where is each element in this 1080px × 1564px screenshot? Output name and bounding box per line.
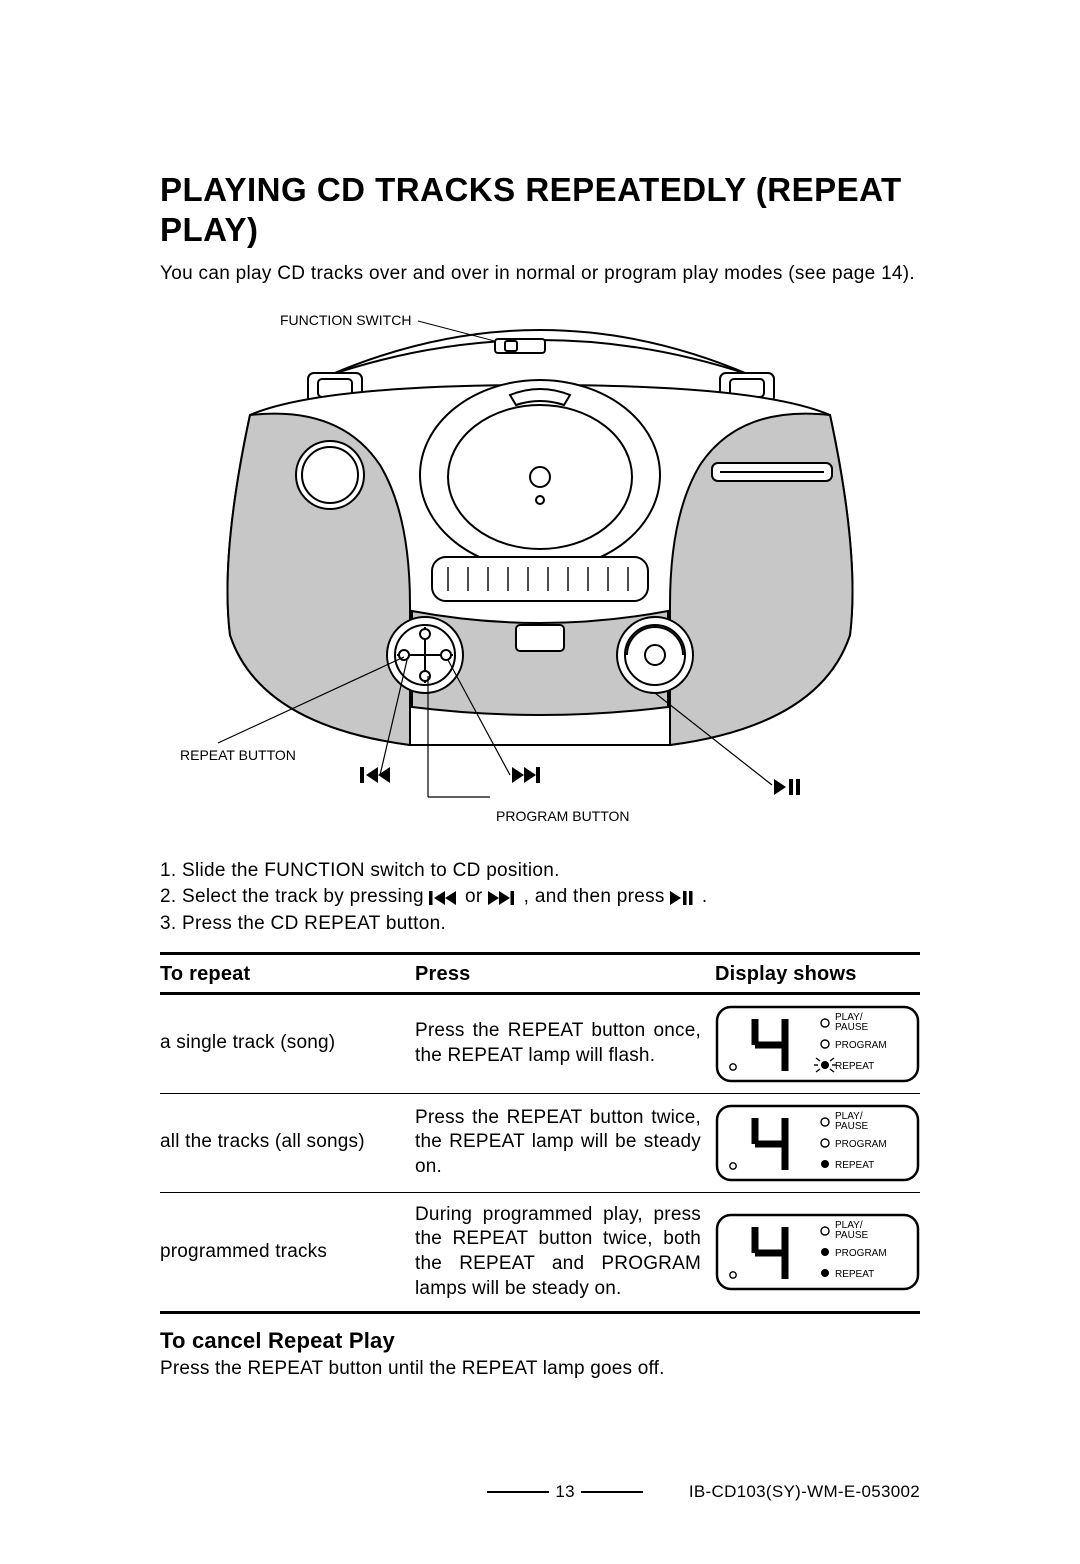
steps-list: 1. Slide the FUNCTION switch to CD posit…: [160, 858, 920, 938]
step-2-part-c: , and then press: [524, 886, 671, 907]
next-track-icon: [488, 891, 518, 905]
svg-text:REPEAT: REPEAT: [835, 1160, 874, 1171]
cancel-text: Press the REPEAT button until the REPEAT…: [160, 1358, 920, 1380]
step-1: 1. Slide the FUNCTION switch to CD posit…: [160, 858, 920, 885]
program-button-label: PROGRAM BUTTON: [496, 808, 630, 824]
cell-press: Press the REPEAT button once, the REPEAT…: [415, 1019, 715, 1068]
doc-code: IB-CD103(SY)-WM-E-053002: [689, 1482, 920, 1502]
svg-text:REPEAT: REPEAT: [835, 1269, 874, 1280]
page-footer: 13 IB-CD103(SY)-WM-E-053002: [0, 1482, 1080, 1502]
cell-press: During programmed play, press the REPEAT…: [415, 1203, 715, 1302]
step-2-part-d: .: [702, 886, 708, 907]
device-diagram: FUNCTION SWITCH: [160, 305, 920, 840]
step-2-part-b: or: [465, 886, 488, 907]
svg-text:PROGRAM: PROGRAM: [835, 1040, 887, 1051]
table-row: programmed tracks During programmed play…: [160, 1193, 920, 1312]
svg-text:PAUSE: PAUSE: [835, 1022, 868, 1033]
next-track-icon: [512, 767, 540, 783]
svg-text:PAUSE: PAUSE: [835, 1121, 868, 1132]
step-3: 3. Press the CD REPEAT button.: [160, 911, 920, 938]
step-2-part-a: 2. Select the track by pressing: [160, 886, 429, 907]
cell-press: Press the REPEAT button twice, the REPEA…: [415, 1106, 715, 1180]
cell-to-repeat: all the tracks (all songs): [160, 1130, 415, 1155]
table-header: To repeat Press Display shows: [160, 955, 920, 992]
svg-text:PROGRAM: PROGRAM: [835, 1139, 887, 1150]
play-pause-icon: [774, 779, 800, 795]
intro-text: You can play CD tracks over and over in …: [160, 261, 920, 287]
th-press: Press: [415, 963, 715, 986]
th-display: Display shows: [715, 963, 920, 986]
cell-to-repeat: a single track (song): [160, 1031, 415, 1056]
prev-track-icon: [429, 891, 459, 905]
table-row: a single track (song) Press the REPEAT b…: [160, 995, 920, 1093]
repeat-table: To repeat Press Display shows a single t…: [160, 952, 920, 1315]
play-pause-icon: [670, 891, 696, 905]
svg-text:PROGRAM: PROGRAM: [835, 1248, 887, 1259]
step-2: 2. Select the track by pressing or , and…: [160, 884, 920, 911]
cell-display: PLAY/ PAUSE PROGRAM REPEAT: [715, 1005, 920, 1083]
page-number: 13: [555, 1482, 575, 1502]
function-switch-label: FUNCTION SWITCH: [280, 312, 411, 328]
cell-to-repeat: programmed tracks: [160, 1240, 415, 1265]
cancel-heading: To cancel Repeat Play: [160, 1328, 920, 1354]
th-to-repeat: To repeat: [160, 963, 415, 986]
table-row: all the tracks (all songs) Press the REP…: [160, 1094, 920, 1192]
svg-text:REPEAT: REPEAT: [835, 1061, 874, 1072]
cell-display: PLAY/ PAUSE PROGRAM REPEAT: [715, 1104, 920, 1182]
page-title: PLAYING CD TRACKS REPEATEDLY (REPEAT PLA…: [160, 170, 920, 249]
svg-text:PAUSE: PAUSE: [835, 1230, 868, 1241]
cell-display: PLAY/ PAUSE PROGRAM REPEAT: [715, 1213, 920, 1291]
repeat-button-label: REPEAT BUTTON: [180, 747, 296, 763]
prev-track-icon: [360, 767, 390, 783]
